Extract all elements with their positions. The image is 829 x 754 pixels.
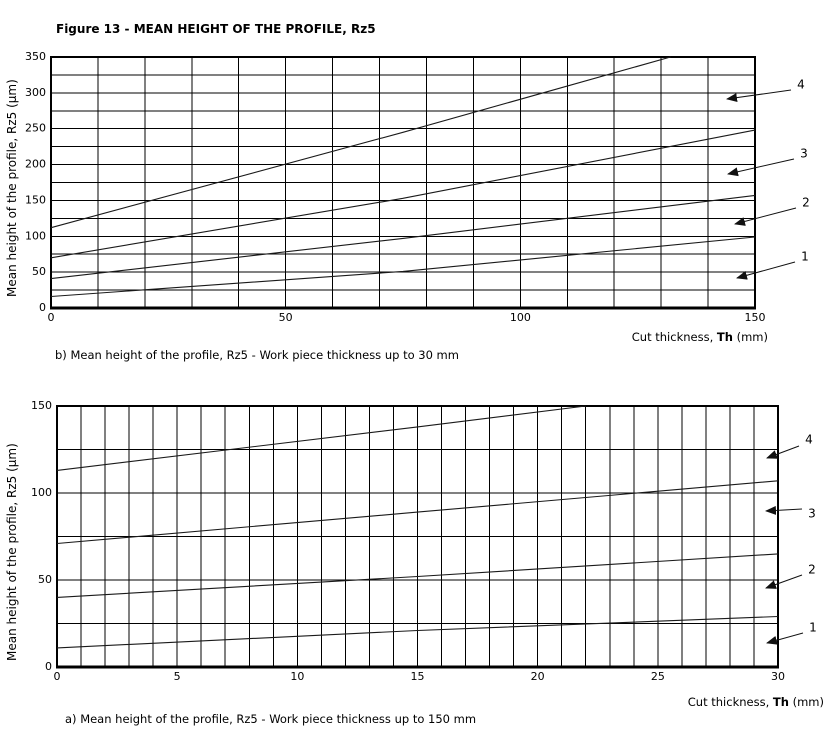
x-axis-label-top-prefix: Cut thickness, — [631, 330, 717, 344]
y-tick-label: 150 — [25, 193, 46, 206]
series-line-2 — [50, 194, 756, 280]
x-axis-label-top: Cut thickness, Th (mm) — [632, 330, 768, 344]
y-tick-label: 50 — [38, 573, 52, 586]
y-axis-label-top: Mean height of the profile, Rz5 (µm) — [5, 79, 19, 297]
curve-number-label-3: 3 — [800, 147, 808, 161]
grid-lines — [56, 405, 779, 668]
x-axis-label-bottom-bold: Th — [772, 695, 789, 709]
x-axis-label-top-bold: Th — [716, 330, 733, 344]
x-tick-label: 50 — [279, 311, 293, 324]
y-tick-label: 150 — [31, 399, 52, 412]
x-axis-label-bottom-suffix: (mm) — [788, 695, 824, 709]
y-tick-label: 100 — [25, 229, 46, 242]
x-tick-label: 5 — [174, 670, 181, 683]
x-tick-label: 100 — [510, 311, 531, 324]
x-tick-label: 150 — [745, 311, 766, 324]
y-axis-label-bottom: Mean height of the profile, Rz5 (µm) — [5, 443, 19, 661]
curve-number-label-4: 4 — [797, 78, 805, 92]
curve-arrow-4 — [766, 445, 800, 459]
caption-chart-a: a) Mean height of the profile, Rz5 - Wor… — [65, 712, 477, 726]
curve-number-label-2: 2 — [808, 563, 816, 577]
series-line-3 — [56, 480, 779, 545]
series-line-4 — [50, 56, 671, 229]
chart-b-plot: 0 50 100 150 0 50 100 150 200 250 300 350 1 2 3 4 — [25, 50, 810, 324]
x-axis-label-bottom: Cut thickness, Th (mm) — [688, 695, 824, 709]
grid-lines — [50, 56, 756, 309]
x-axis-label-top-suffix: (mm) — [732, 330, 768, 344]
y-tick-label: 250 — [25, 122, 46, 135]
curve-arrow-1 — [766, 632, 804, 645]
caption-chart-b: b) Mean height of the profile, Rz5 - Wor… — [55, 348, 459, 362]
curve-arrow-4 — [726, 89, 792, 103]
y-tick-label: 350 — [25, 50, 46, 63]
curve-arrow-1 — [736, 261, 796, 280]
x-axis-label-bottom-prefix: Cut thickness, — [687, 695, 773, 709]
curve-arrow-3 — [727, 158, 795, 177]
curve-arrow-2 — [765, 574, 803, 589]
curve-number-label-4: 4 — [805, 433, 813, 447]
x-tick-label: 25 — [651, 670, 665, 683]
chart-a-plot: 0 5 10 15 20 25 30 0 50 100 150 1 2 3 4 — [31, 399, 817, 683]
series-line-4 — [56, 405, 586, 471]
figure-title: Figure 13 - MEAN HEIGHT OF THE PROFILE, … — [56, 22, 376, 36]
series-line-2 — [56, 553, 779, 598]
curve-number-label-3: 3 — [808, 507, 816, 521]
x-tick-label: 15 — [411, 670, 425, 683]
curve-arrow-3 — [765, 505, 803, 515]
x-tick-label: 20 — [531, 670, 545, 683]
curve-arrow-2 — [734, 207, 797, 226]
x-tick-label: 0 — [48, 311, 55, 324]
series-line-1 — [56, 615, 779, 649]
x-tick-label: 30 — [771, 670, 785, 683]
x-tick-label: 0 — [54, 670, 61, 683]
y-tick-label: 0 — [45, 660, 52, 673]
x-tick-label: 10 — [290, 670, 304, 683]
y-tick-label: 0 — [39, 301, 46, 314]
curve-number-label-1: 1 — [809, 621, 817, 635]
curve-number-label-1: 1 — [801, 250, 809, 264]
series-line-3 — [50, 129, 756, 259]
y-tick-label: 300 — [25, 86, 46, 99]
y-tick-label: 100 — [31, 486, 52, 499]
curve-number-label-2: 2 — [802, 196, 810, 210]
y-tick-label: 200 — [25, 158, 46, 171]
series-line-1 — [50, 236, 756, 298]
y-tick-label: 50 — [32, 265, 46, 278]
